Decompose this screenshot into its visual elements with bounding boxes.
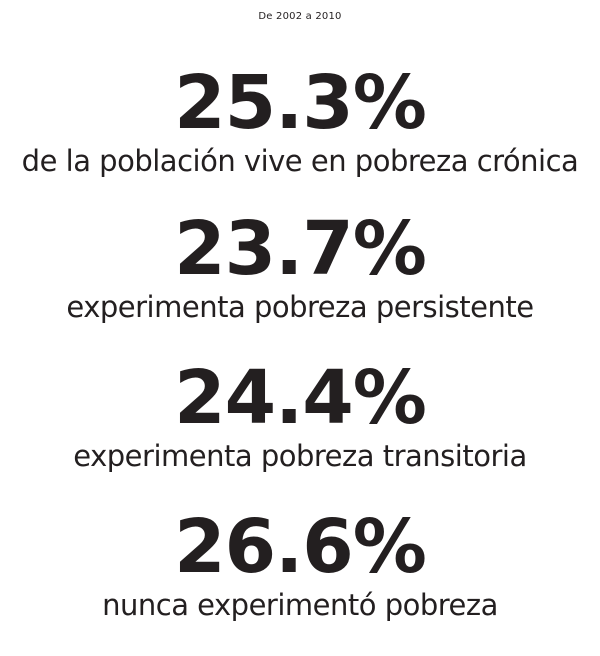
period-heading: De 2002 a 2010 [258,11,342,22]
stat-persistent-poverty: 23.7% experimenta pobreza persistente [0,208,600,358]
stat-value: 25.3% [174,60,427,146]
stat-value: 24.4% [174,355,427,441]
poverty-infographic: De 2002 a 2010 25.3% de la población viv… [0,11,600,622]
stat-never-poor: 26.6% nunca experimentó pobreza [0,506,600,656]
stat-caption: experimenta pobreza transitoria [73,439,527,473]
stat-chronic-poverty: 25.3% de la población vive en pobreza cr… [0,62,600,212]
stat-value: 23.7% [174,206,427,292]
stat-transitory-poverty: 24.4% experimenta pobreza transitoria [0,357,600,507]
stat-caption: de la población vive en pobreza crónica [21,144,579,178]
stat-caption: experimenta pobreza persistente [66,290,534,324]
stat-caption: nunca experimentó pobreza [102,588,498,622]
stat-value: 26.6% [174,504,427,590]
